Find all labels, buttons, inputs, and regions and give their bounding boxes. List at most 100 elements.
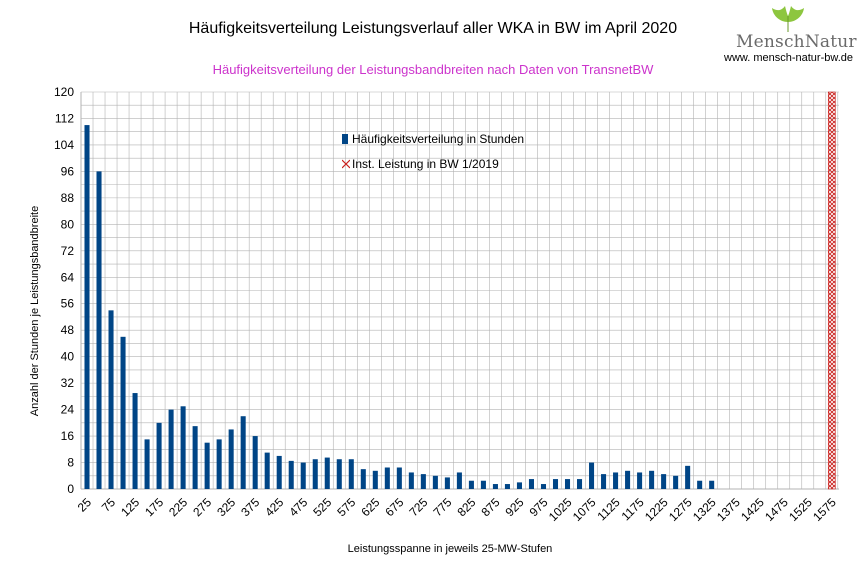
x-tick-label: 425 <box>262 495 286 519</box>
bar-hours <box>396 467 402 489</box>
y-tick-label: 112 <box>55 111 74 125</box>
bar-hours <box>456 472 462 489</box>
bar-hours <box>300 462 306 489</box>
bar-hours <box>276 455 282 489</box>
legend-swatch-hatch <box>342 159 350 169</box>
x-tick-label: 1375 <box>714 495 743 524</box>
legend-label-hours: Häufigkeitsverteilung in Stunden <box>352 132 525 146</box>
y-tick-label: 88 <box>61 191 75 205</box>
bar-hours <box>96 171 102 489</box>
bar-hours <box>685 465 691 489</box>
logo-url[interactable]: www. mensch-natur-bw.de <box>724 52 853 64</box>
bar-hours <box>661 474 667 489</box>
bar-hours <box>192 426 198 489</box>
bar-hours <box>336 459 342 489</box>
bar-hours <box>312 459 318 489</box>
bar-hours <box>504 484 510 489</box>
bar-hours <box>649 470 655 489</box>
x-tick-label: 225 <box>166 495 190 519</box>
x-tick-label: 725 <box>406 495 430 519</box>
legend-item-installed: Inst. Leistung in BW 1/2019 <box>342 157 499 171</box>
x-tick-label: 1125 <box>595 495 623 523</box>
legend-item-hours: Häufigkeitsverteilung in Stunden <box>342 132 524 146</box>
bar-hours <box>384 467 390 489</box>
x-tick-label: 925 <box>503 495 527 519</box>
bar-hours <box>480 480 486 489</box>
bar-hours <box>168 409 174 489</box>
logo-name-part2: Natur <box>804 32 857 52</box>
y-tick-label: 24 <box>61 403 75 417</box>
bars <box>84 91 836 490</box>
x-tick-label: 1475 <box>762 495 791 524</box>
x-tick-label: 125 <box>118 495 142 519</box>
y-tick-label: 16 <box>61 429 75 443</box>
x-tick-label: 475 <box>286 495 310 519</box>
x-axis-label: Leistungsspanne in jeweils 25-MW-Stufen <box>347 543 553 555</box>
x-tick-label: 1175 <box>619 495 647 523</box>
y-tick-label: 56 <box>61 297 75 311</box>
x-tick-label: 275 <box>190 495 214 519</box>
bar-hours <box>156 422 162 489</box>
bar-hours <box>252 436 258 489</box>
bar-hours <box>540 484 547 489</box>
x-tick-label: 525 <box>310 495 334 519</box>
bar-hours <box>637 472 643 489</box>
y-tick-label: 72 <box>61 244 75 258</box>
y-tick-labels: 0 8 16 24 32 40 48 56 64 72 80 88 96 104 112 120 <box>54 85 74 496</box>
bar-hours <box>348 459 354 489</box>
bar-hours <box>468 480 474 489</box>
x-tick-label: 75 <box>99 495 119 515</box>
x-tick-label: 325 <box>214 495 238 519</box>
bar-hours <box>120 336 126 489</box>
bar-hours <box>625 470 631 489</box>
bar-hours <box>408 472 414 489</box>
bar-hours <box>697 480 703 489</box>
bar-hours <box>264 452 270 489</box>
x-tick-labels: 25 75 125 175 225 275 325 375 425 475 525 575 625 675… <box>75 495 839 524</box>
bar-hours <box>132 393 138 489</box>
x-tick-label: 875 <box>478 495 502 519</box>
bar-hours <box>288 460 294 489</box>
bar-hours <box>444 477 450 489</box>
y-tick-label: 8 <box>67 456 74 470</box>
x-tick-label: 1025 <box>546 495 575 524</box>
logo-name-part1: Mensch <box>736 32 805 52</box>
x-tick-label: 1575 <box>810 495 839 524</box>
bar-hours <box>372 470 378 489</box>
x-tick-label: 1325 <box>690 495 719 524</box>
x-tick-label: 25 <box>75 495 95 515</box>
bar-hours <box>84 125 90 489</box>
logo-wordmark: MenschNatur <box>736 32 857 52</box>
x-tick-label: 775 <box>430 495 454 519</box>
bar-hours <box>228 429 234 489</box>
x-tick-label: 375 <box>238 495 262 519</box>
y-tick-label: 64 <box>61 270 75 284</box>
bar-hours <box>420 474 426 489</box>
bar-installed-capacity <box>827 91 836 490</box>
bar-hours <box>601 474 607 489</box>
bar-hours <box>552 479 559 489</box>
bar-hours <box>324 457 330 489</box>
y-axis-label: Anzahl der Stunden je Leistungsbandbreit… <box>29 205 41 417</box>
y-tick-label: 120 <box>54 85 74 99</box>
bar-hours <box>240 416 246 489</box>
bar-hours <box>673 475 679 489</box>
bar-hours <box>709 480 715 489</box>
bar-hours <box>516 482 522 489</box>
y-tick-label: 0 <box>67 482 74 496</box>
y-tick-label: 96 <box>61 164 75 178</box>
y-tick-label: 48 <box>61 323 75 337</box>
bar-hours <box>180 406 186 489</box>
bar-hours <box>589 462 595 489</box>
x-tick-label: 1225 <box>642 495 671 524</box>
bar-hours <box>492 484 498 489</box>
bar-hours <box>108 310 114 489</box>
x-tick-label: 1525 <box>786 495 815 524</box>
ginkgo-leaf-icon <box>770 4 806 39</box>
bar-hours <box>432 475 438 489</box>
x-tick-label: 1425 <box>738 495 767 524</box>
bar-hours <box>144 439 150 489</box>
chart-subtitle: Häufigkeitsverteilung der Leistungsbandb… <box>212 62 654 77</box>
legend-label-installed: Inst. Leistung in BW 1/2019 <box>352 157 499 171</box>
